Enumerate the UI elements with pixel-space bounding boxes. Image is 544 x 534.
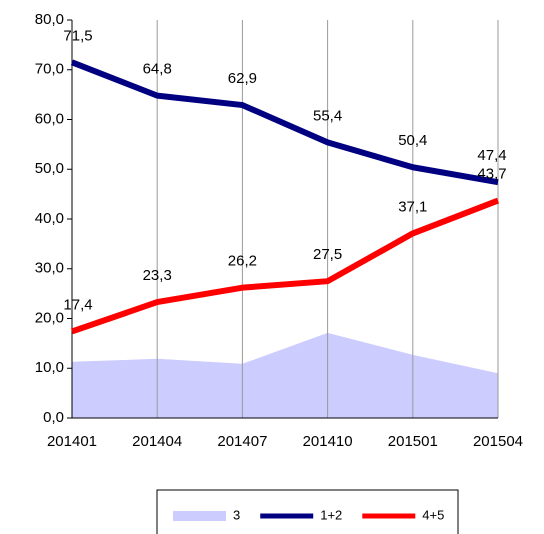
y-tick-label: 20,0 [35,309,64,326]
y-tick-label: 10,0 [35,359,64,376]
data-label: 71,5 [63,27,92,44]
x-tick-label: 201410 [303,433,353,450]
data-label: 64,8 [143,61,172,78]
data-label: 26,2 [228,253,257,270]
y-tick-label: 0,0 [43,409,64,426]
line [71,197,500,335]
data-label: 27,5 [313,246,342,263]
line [70,59,499,186]
x-tick-label: 201501 [388,433,438,450]
data-label: 37,1 [398,198,427,215]
data-label: 50,4 [398,132,427,149]
legend-label: 3 [233,507,240,522]
data-label: 62,9 [228,70,257,87]
legend-label: 1+2 [320,507,342,522]
x-tick-label: 201401 [47,433,97,450]
data-label: 55,4 [313,107,342,124]
x-tick-label: 201404 [132,433,182,450]
legend-swatch [173,511,226,521]
y-tick-label: 80,0 [35,11,64,28]
y-tick-label: 70,0 [35,61,64,78]
area [72,332,498,418]
legend-label: 4+5 [422,507,444,522]
x-tick-label: 201407 [217,433,267,450]
y-tick-label: 40,0 [35,210,64,227]
data-label: 17,4 [63,296,92,313]
data-label: 43,7 [477,166,506,183]
y-tick-label: 60,0 [35,110,64,127]
data-label: 23,3 [143,267,172,284]
x-tick-label: 201504 [473,433,523,450]
y-tick-label: 50,0 [35,160,64,177]
y-tick-label: 30,0 [35,260,64,277]
data-label: 47,4 [477,147,506,164]
